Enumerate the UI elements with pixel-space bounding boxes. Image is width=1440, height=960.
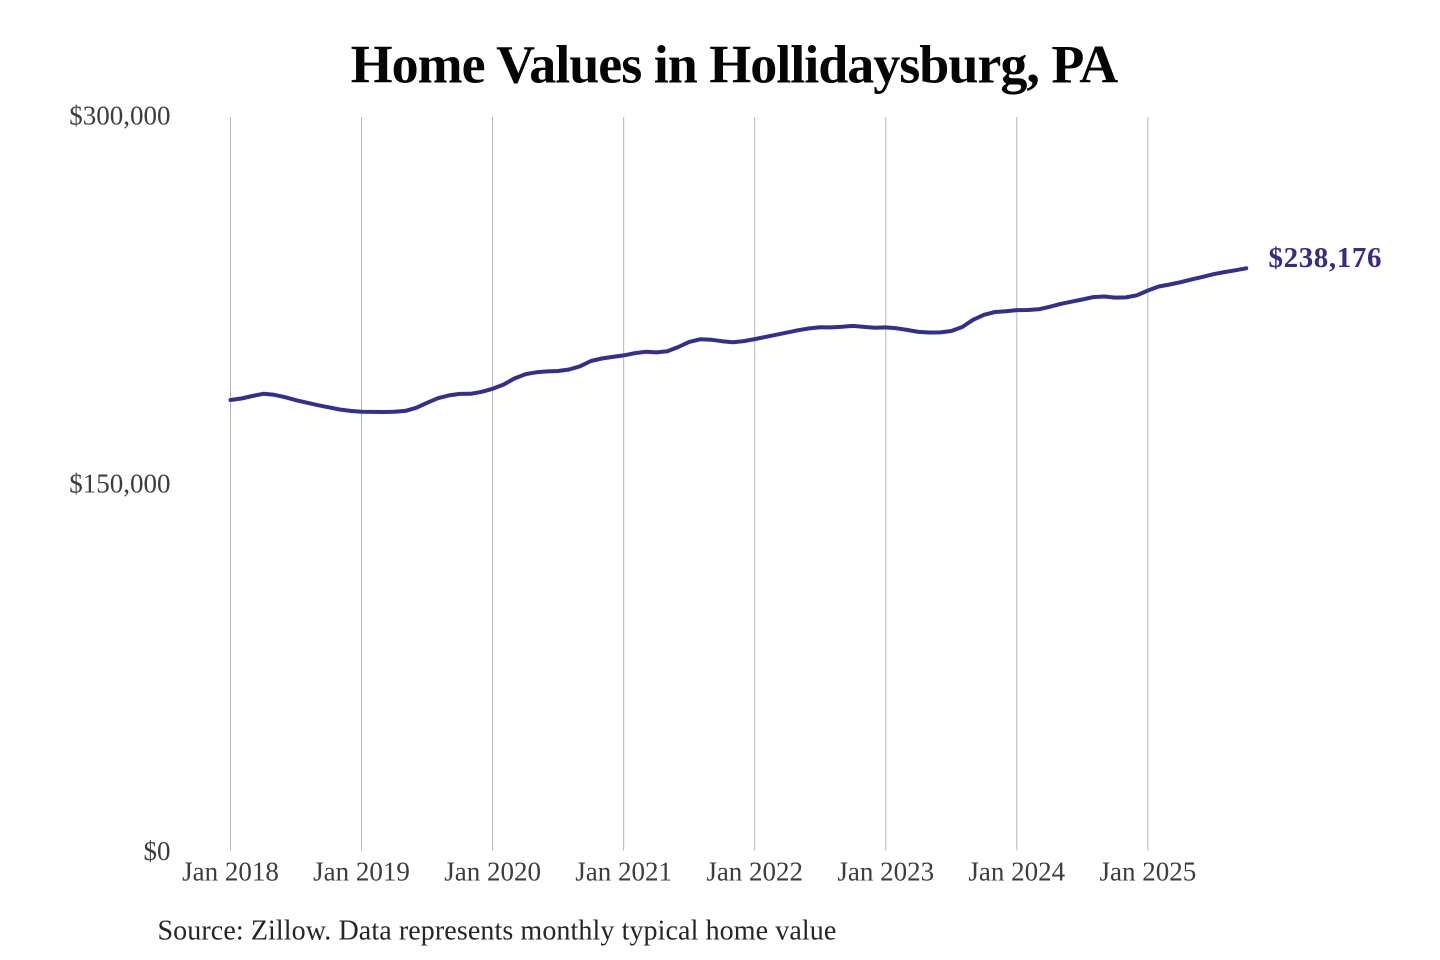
svg-text:Jan 2023: Jan 2023 bbox=[837, 857, 934, 887]
svg-text:$300,000: $300,000 bbox=[69, 101, 170, 131]
svg-text:Home Values in Hollidaysburg,: Home Values in Hollidaysburg, PA bbox=[351, 35, 1119, 95]
svg-text:Jan 2022: Jan 2022 bbox=[706, 857, 803, 887]
svg-text:Jan 2018: Jan 2018 bbox=[182, 857, 279, 887]
svg-text:$0: $0 bbox=[144, 836, 171, 866]
svg-text:$238,176: $238,176 bbox=[1269, 242, 1383, 274]
svg-text:Source: Zillow. Data represent: Source: Zillow. Data represents monthly … bbox=[158, 916, 837, 947]
svg-text:Jan 2025: Jan 2025 bbox=[1099, 857, 1196, 887]
svg-text:Jan 2024: Jan 2024 bbox=[968, 857, 1065, 887]
svg-text:$150,000: $150,000 bbox=[69, 468, 170, 498]
svg-text:Jan 2021: Jan 2021 bbox=[575, 857, 672, 887]
svg-text:Jan 2020: Jan 2020 bbox=[444, 857, 541, 887]
svg-text:Jan 2019: Jan 2019 bbox=[313, 857, 410, 887]
